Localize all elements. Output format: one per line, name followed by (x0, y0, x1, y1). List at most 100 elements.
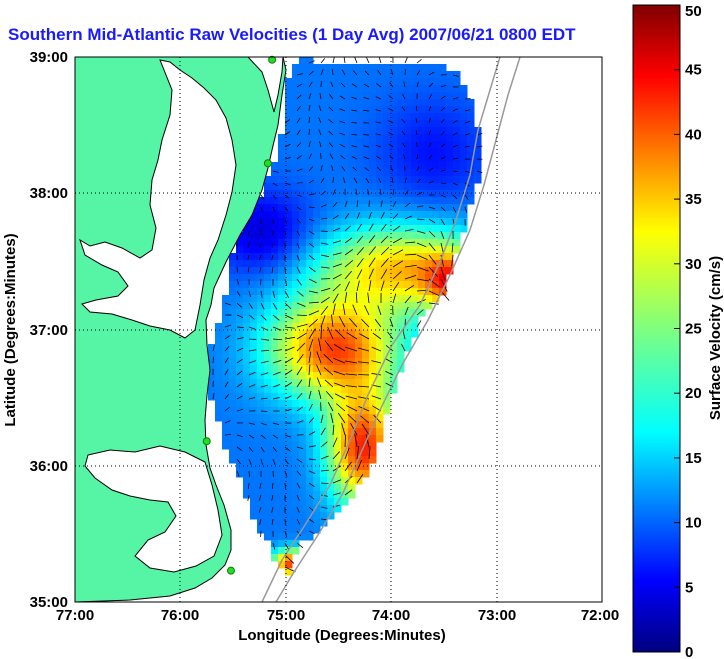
velocity-vector (271, 482, 274, 490)
velocity-vector (377, 305, 382, 316)
velocity-vector (320, 58, 326, 64)
velocity-cell (292, 470, 300, 478)
velocity-cell (250, 442, 258, 450)
velocity-cell (439, 85, 447, 93)
velocity-cell (348, 281, 356, 289)
velocity-vector (440, 95, 446, 100)
velocity-cell (383, 85, 391, 93)
velocity-cell (348, 309, 356, 317)
velocity-vector (440, 156, 446, 160)
velocity-cell (369, 407, 377, 415)
velocity-cell (285, 288, 293, 296)
velocity-cell (355, 127, 363, 135)
velocity-cell (292, 533, 300, 541)
velocity-cell (425, 85, 433, 93)
velocity-cell (334, 190, 342, 198)
velocity-cell (250, 218, 258, 226)
velocity-cell (313, 85, 321, 93)
velocity-vector (328, 118, 334, 124)
velocity-cell (369, 141, 377, 149)
velocity-cell (250, 421, 258, 429)
velocity-vector (224, 369, 229, 376)
velocity-cell (376, 295, 384, 303)
velocity-cell (390, 267, 398, 275)
velocity-vector (334, 393, 346, 400)
velocity-cell (278, 463, 286, 471)
velocity-cell (404, 169, 412, 177)
velocity-vector (320, 315, 326, 328)
velocity-cell (397, 71, 405, 79)
velocity-cell (327, 99, 335, 107)
velocity-cell (383, 386, 391, 394)
velocity-cell (278, 232, 286, 240)
velocity-cell (320, 365, 328, 373)
velocity-cell (467, 113, 475, 121)
velocity-cell (341, 386, 349, 394)
velocity-cell (229, 344, 237, 352)
velocity-cell (432, 85, 440, 93)
velocity-cell (320, 498, 328, 506)
velocity-cell (362, 316, 370, 324)
velocity-cell (369, 414, 377, 422)
velocity-cell (355, 190, 363, 198)
velocity-cell (327, 176, 335, 184)
velocity-cell (327, 190, 335, 198)
velocity-vector (308, 278, 317, 284)
velocity-cell (320, 218, 328, 226)
velocity-cell (334, 386, 342, 394)
velocity-cell (222, 302, 230, 310)
velocity-cell (397, 211, 405, 219)
velocity-cell (278, 533, 286, 541)
velocity-vector (272, 371, 281, 376)
velocity-vector (212, 392, 215, 400)
velocity-cell (334, 309, 342, 317)
velocity-cell (257, 225, 265, 233)
velocity-cell (306, 260, 314, 268)
velocity-vector (212, 344, 215, 352)
velocity-cell (292, 484, 300, 492)
velocity-cell (467, 155, 475, 163)
velocity-cell (250, 323, 258, 331)
velocity-cell (467, 106, 475, 114)
velocity-vector (380, 246, 390, 256)
velocity-cell (257, 386, 265, 394)
colorbar-tick-label: 5 (685, 579, 693, 596)
velocity-cell (292, 372, 300, 380)
velocity-vector (260, 290, 263, 298)
velocity-cell (264, 442, 272, 450)
velocity-cell (306, 134, 314, 142)
velocity-vector (392, 271, 402, 280)
velocity-cell (313, 526, 321, 534)
velocity-cell (215, 323, 223, 331)
velocity-vector (368, 280, 372, 292)
velocity-cell (453, 211, 461, 219)
velocity-cell (257, 365, 265, 373)
velocity-cell (222, 316, 230, 324)
velocity-cell (320, 267, 328, 275)
velocity-cell (341, 134, 349, 142)
velocity-cell (355, 204, 363, 212)
velocity-cell (299, 386, 307, 394)
velocity-cell (425, 183, 433, 191)
velocity-cell (306, 414, 314, 422)
velocity-cell (411, 274, 419, 282)
velocity-cell (257, 372, 265, 380)
velocity-cell (243, 449, 251, 457)
velocity-cell (229, 393, 237, 401)
velocity-cell (292, 267, 300, 275)
velocity-vector (356, 459, 363, 472)
velocity-cell (369, 281, 377, 289)
velocity-vector (284, 346, 295, 352)
velocity-cell (376, 134, 384, 142)
colorbar-tick-label: 30 (685, 256, 702, 273)
velocity-vector (308, 116, 310, 124)
velocity-vector (337, 412, 346, 424)
velocity-cell (306, 491, 314, 499)
velocity-cell (348, 372, 356, 380)
velocity-vector (343, 57, 346, 64)
velocity-vector (391, 177, 394, 184)
velocity-vector (428, 94, 433, 100)
velocity-cell (278, 211, 286, 219)
velocity-vector (323, 367, 334, 376)
velocity-cell (292, 456, 300, 464)
